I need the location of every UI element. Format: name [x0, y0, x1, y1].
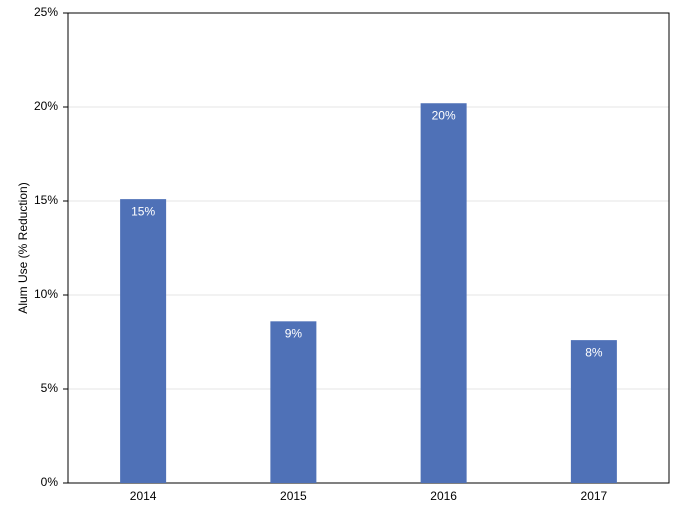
- value-label: 20%: [432, 108, 456, 122]
- bar: [270, 321, 317, 483]
- x-tick-label: 2017: [581, 489, 608, 503]
- value-label: 8%: [585, 345, 603, 359]
- bar: [120, 199, 167, 483]
- x-tick-label: 2014: [130, 489, 157, 503]
- bar: [420, 103, 467, 484]
- x-tick-label: 2015: [280, 489, 307, 503]
- value-label: 9%: [285, 326, 303, 340]
- y-tick-label: 15%: [34, 193, 58, 207]
- y-tick-label: 0%: [41, 475, 59, 489]
- y-axis-label: Alum Use (% Reduction): [16, 182, 30, 313]
- bar: [570, 340, 617, 483]
- y-tick-label: 25%: [34, 5, 58, 19]
- x-tick-label: 2016: [430, 489, 457, 503]
- y-tick-label: 10%: [34, 287, 58, 301]
- plot-border: [67, 12, 670, 484]
- y-tick-label: 20%: [34, 99, 58, 113]
- value-label: 15%: [131, 204, 155, 218]
- y-tick-label: 5%: [41, 381, 59, 395]
